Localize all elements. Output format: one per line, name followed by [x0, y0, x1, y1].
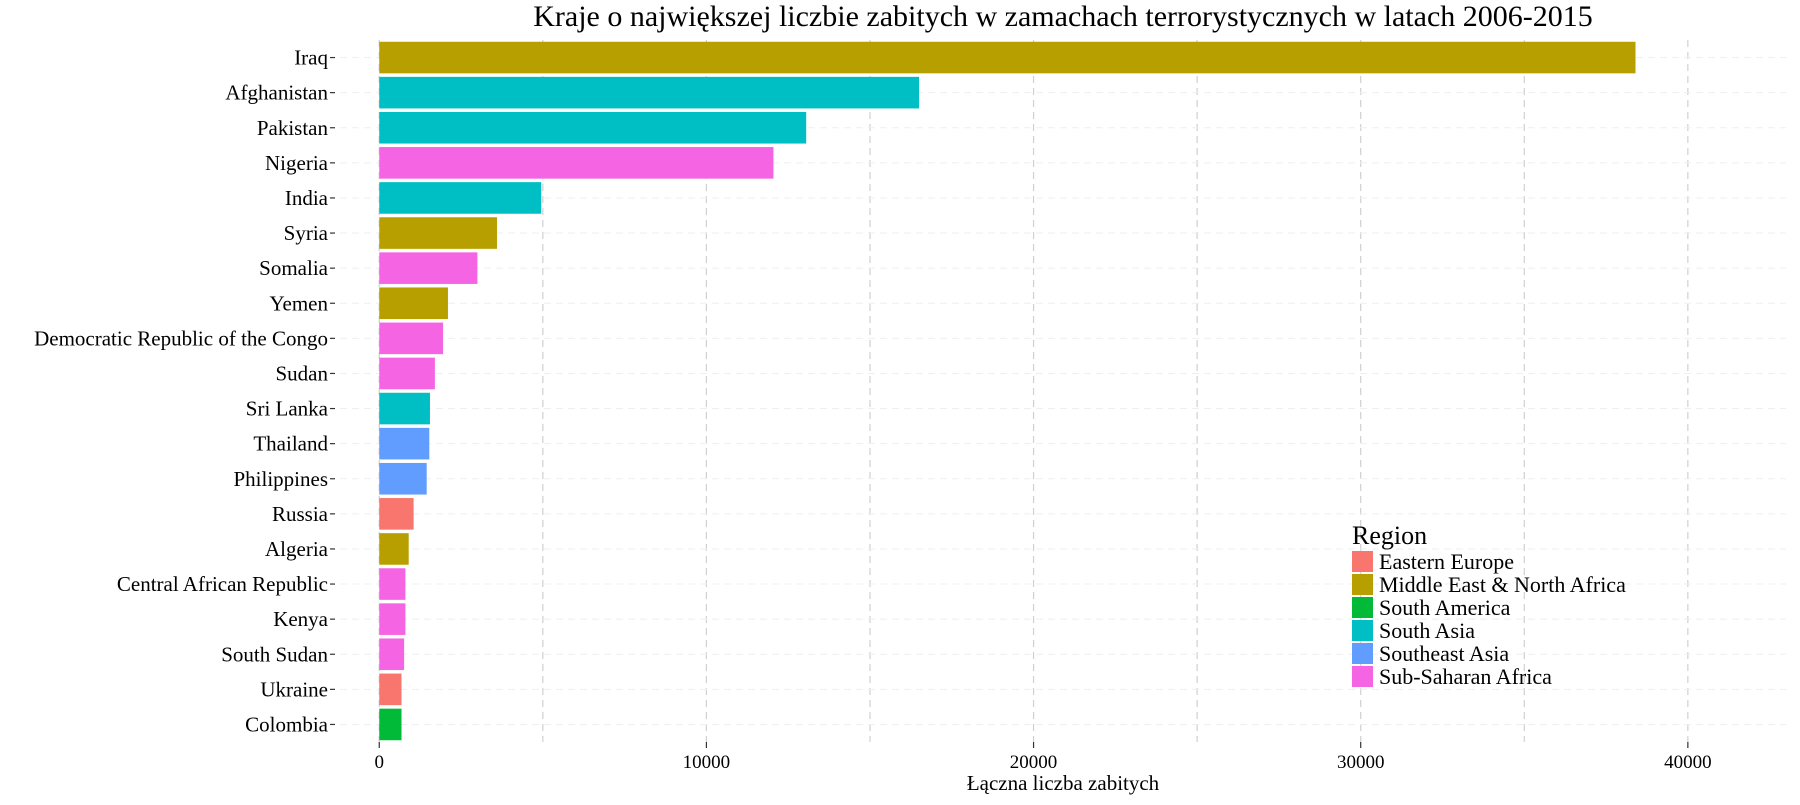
bar-somalia	[379, 252, 478, 284]
y-tick-label: India	[285, 186, 329, 210]
y-tick-label: Russia	[272, 502, 329, 526]
bars	[379, 41, 1636, 741]
bar-russia	[379, 498, 414, 530]
y-tick-label: Yemen	[269, 291, 328, 315]
bar-ukraine	[379, 673, 402, 706]
y-tick-label: Afghanistan	[225, 81, 328, 105]
bar-nigeria	[379, 147, 774, 179]
legend-label-south-america: South America	[1379, 595, 1511, 620]
legend-title: Region	[1352, 521, 1427, 550]
y-tick-label: Pakistan	[257, 116, 329, 140]
x-tick-label: 0	[375, 752, 385, 773]
y-tick-label: Central African Republic	[117, 572, 328, 596]
y-tick-label: Sri Lanka	[246, 397, 329, 421]
y-tick-label: Nigeria	[265, 151, 329, 175]
legend-label-south-asia: South Asia	[1379, 618, 1475, 643]
bar-india	[379, 182, 542, 214]
y-tick-label: Syria	[284, 221, 329, 245]
bar-central-african-republic	[379, 568, 406, 600]
legend-label-middle-east-north-africa: Middle East & North Africa	[1379, 572, 1626, 597]
bar-iraq	[379, 41, 1636, 74]
y-tick-label: South Sudan	[221, 642, 328, 666]
x-tick-label: 40000	[1664, 752, 1712, 773]
legend-swatch-eastern-europe	[1352, 551, 1373, 572]
bar-algeria	[379, 533, 409, 565]
gridlines	[340, 40, 1786, 742]
bar-thailand	[379, 427, 430, 460]
y-tick-label: Kenya	[273, 607, 328, 631]
legend-label-sub-saharan-africa: Sub-Saharan Africa	[1379, 664, 1552, 689]
y-tick-label: Somalia	[259, 256, 329, 280]
x-tick-label: 10000	[683, 752, 731, 773]
bar-kenya	[379, 603, 406, 635]
chart-title: Kraje o największej liczbie zabitych w z…	[533, 0, 1593, 33]
x-axis-label: Łączna liczba zabitych	[967, 771, 1160, 795]
legend-swatch-south-america	[1352, 597, 1373, 618]
legend-swatch-sub-saharan-africa	[1352, 666, 1373, 687]
y-tick-label: Algeria	[265, 537, 329, 561]
bar-philippines	[379, 462, 427, 495]
legend-swatch-southeast-asia	[1352, 643, 1373, 664]
y-tick-label: Colombia	[245, 712, 329, 736]
y-axis-ticks: Iraq Afghanistan Pakistan Nigeria India Syria…	[34, 46, 335, 736]
y-tick-label: Democratic Republic of the Congo	[34, 326, 328, 350]
bar-sudan	[379, 357, 435, 390]
y-tick-label: Ukraine	[260, 677, 328, 701]
bar-colombia	[379, 708, 402, 741]
x-tick-label: 20000	[1010, 752, 1058, 773]
y-tick-label: Philippines	[233, 467, 328, 491]
y-tick-label: Thailand	[253, 432, 328, 456]
legend-swatch-middle-east-north-africa	[1352, 574, 1373, 595]
x-tick-label: 30000	[1337, 752, 1385, 773]
bar-syria	[379, 217, 498, 249]
bar-pakistan	[379, 111, 807, 144]
bar-yemen	[379, 287, 448, 320]
bar-sri-lanka	[379, 392, 430, 425]
x-axis-ticks: 0 10000 20000 30000 40000	[375, 742, 1712, 773]
y-tick-label: Iraq	[294, 46, 328, 70]
bar-south-sudan	[379, 638, 405, 671]
legend-label-southeast-asia: Southeast Asia	[1379, 641, 1509, 666]
legend-label-eastern-europe: Eastern Europe	[1379, 549, 1514, 574]
legend-swatch-south-asia	[1352, 620, 1373, 641]
bar-afghanistan	[379, 76, 920, 109]
bar-democratic-republic-of-the-congo	[379, 322, 444, 355]
y-tick-label: Sudan	[276, 361, 329, 385]
